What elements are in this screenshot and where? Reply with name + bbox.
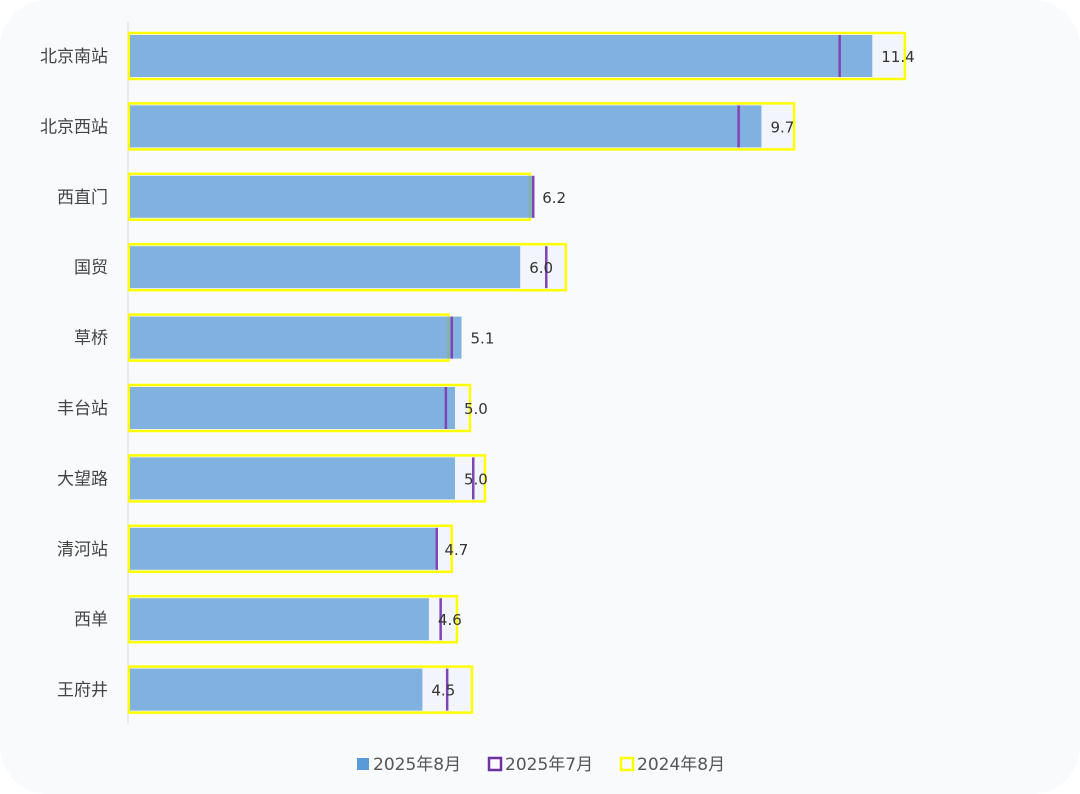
category-label: 王府井 (57, 681, 108, 701)
data-label: 5.0 (464, 470, 488, 488)
legend-swatch-1 (487, 756, 503, 772)
bar-2025-08 (130, 598, 429, 641)
bar-2025-08 (130, 246, 521, 289)
category-label: 国贸 (74, 258, 108, 278)
category-label: 北京西站 (40, 117, 108, 137)
bar-2025-08 (130, 457, 455, 500)
category-label: 西直门 (57, 188, 108, 208)
data-label: 5.0 (464, 400, 488, 418)
data-label: 6.2 (542, 189, 566, 207)
bar-2025-08 (130, 668, 423, 711)
legend-label: 2025年8月 (373, 755, 461, 775)
legend-label: 2025年7月 (505, 755, 593, 775)
data-label: 11.4 (881, 48, 914, 66)
bar-2025-08 (130, 175, 534, 218)
data-label: 4.5 (431, 682, 455, 700)
bar-2025-08 (130, 316, 462, 359)
category-label: 大望路 (57, 469, 108, 489)
data-label: 5.1 (471, 330, 495, 348)
category-label: 草桥 (74, 329, 108, 349)
data-label: 4.7 (444, 541, 468, 559)
legend-swatch-0 (357, 758, 369, 770)
category-label: 北京南站 (40, 47, 108, 67)
data-label: 6.0 (529, 259, 553, 277)
legend-label: 2024年8月 (637, 755, 725, 775)
category-label: 西单 (74, 610, 108, 630)
data-label: 4.6 (438, 611, 462, 629)
data-label: 9.7 (770, 118, 794, 136)
bar-2025-08 (130, 35, 873, 77)
bar-2025-08 (130, 387, 455, 429)
legend-swatch-2 (619, 756, 635, 772)
category-label: 清河站 (57, 540, 108, 560)
category-label: 丰台站 (57, 399, 108, 419)
bar-2025-08 (130, 527, 436, 570)
bar-2025-08 (130, 105, 762, 148)
